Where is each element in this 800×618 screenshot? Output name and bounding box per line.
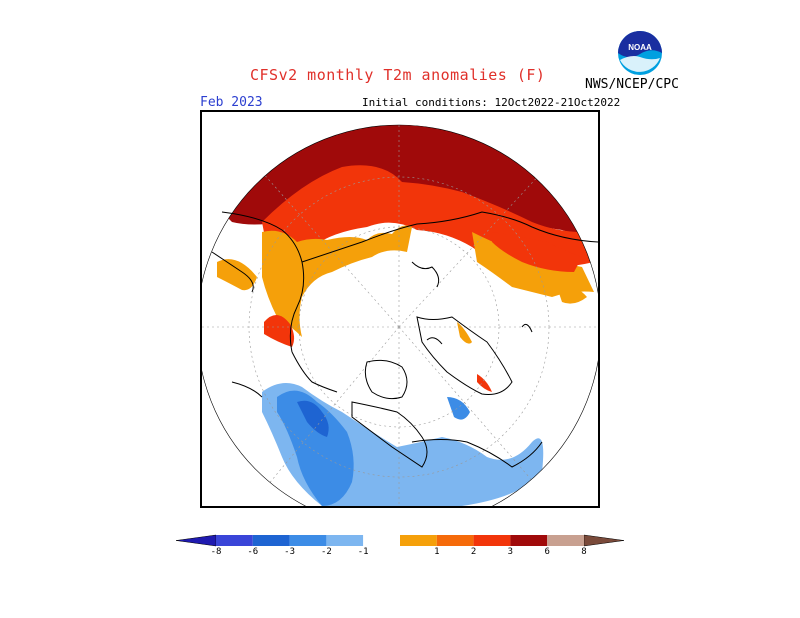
anomaly-red-west <box>264 314 295 347</box>
anomaly-red-east <box>492 232 582 272</box>
colorbar-bin <box>289 535 327 546</box>
anomaly-blue-east <box>447 397 470 420</box>
colorbar-bin <box>473 535 511 546</box>
colorbar-bin <box>436 535 474 546</box>
forecast-month: Feb 2023 <box>200 95 263 110</box>
agency-label: NWS/NCEP/CPC <box>585 77 679 92</box>
colorbar-bin <box>400 535 437 546</box>
colorbar-bin <box>216 535 253 546</box>
colorbar-tick-label: -2 <box>320 547 332 557</box>
anomaly-small-warm-2 <box>477 374 492 392</box>
anomaly-dark-blue-region <box>297 400 329 437</box>
chart-title: CFSv2 monthly T2m anomalies (F) <box>250 66 546 84</box>
initial-conditions: Initial conditions: 12Oct2022-21Oct2022 <box>362 96 621 109</box>
colorbar-tick-label: 8 <box>581 547 587 557</box>
colorbar-arrow-high <box>583 534 625 547</box>
colorbar-tick-label: 2 <box>470 547 477 557</box>
polar-map-canvas <box>202 124 598 506</box>
colorbar-bin <box>252 535 290 546</box>
colorbar-tick-label: -8 <box>210 547 222 557</box>
colorbar-tick-label: -1 <box>357 547 369 557</box>
graticule <box>202 125 598 506</box>
anomaly-mid-blue-region <box>277 390 354 506</box>
colorbar-arrow-low <box>175 534 217 547</box>
svg-text:NOAA: NOAA <box>628 43 652 52</box>
anomaly-small-warm-3 <box>557 285 587 304</box>
colorbar-tick-label: -6 <box>247 547 259 557</box>
colorbar-tick-label: 3 <box>507 547 514 557</box>
colorbar-bin <box>363 535 400 546</box>
coastlines <box>211 211 598 468</box>
noaa-logo-icon: NOAA <box>618 31 662 75</box>
colorbar-bin <box>547 535 584 546</box>
colorbar-tick-label: -3 <box>284 547 296 557</box>
map-edge <box>202 124 598 506</box>
polar-map <box>200 110 600 508</box>
colorbar-tick-label: 6 <box>544 547 550 557</box>
colorbar-tick-label: 1 <box>434 547 440 557</box>
colorbar-bin <box>510 535 548 546</box>
anomaly-small-warm-1 <box>457 322 472 344</box>
anomaly-orange-west <box>217 259 257 291</box>
colorbar-bin <box>326 535 364 546</box>
